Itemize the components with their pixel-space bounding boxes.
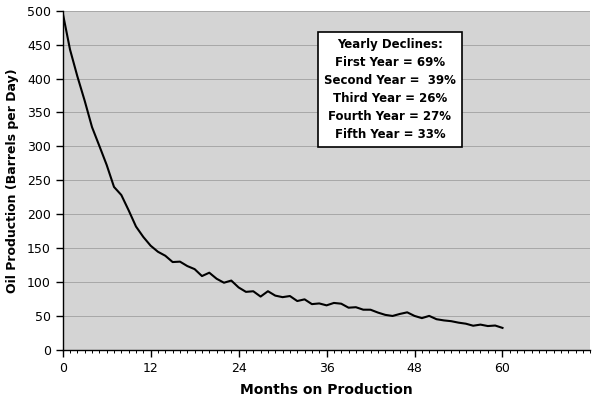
Text: Yearly Declines:
First Year = 69%
Second Year =  39%
Third Year = 26%
Fourth Yea: Yearly Declines: First Year = 69% Second… — [324, 38, 456, 141]
Y-axis label: Oil Production (Barrels per Day): Oil Production (Barrels per Day) — [5, 68, 18, 293]
X-axis label: Months on Production: Months on Production — [240, 383, 413, 397]
